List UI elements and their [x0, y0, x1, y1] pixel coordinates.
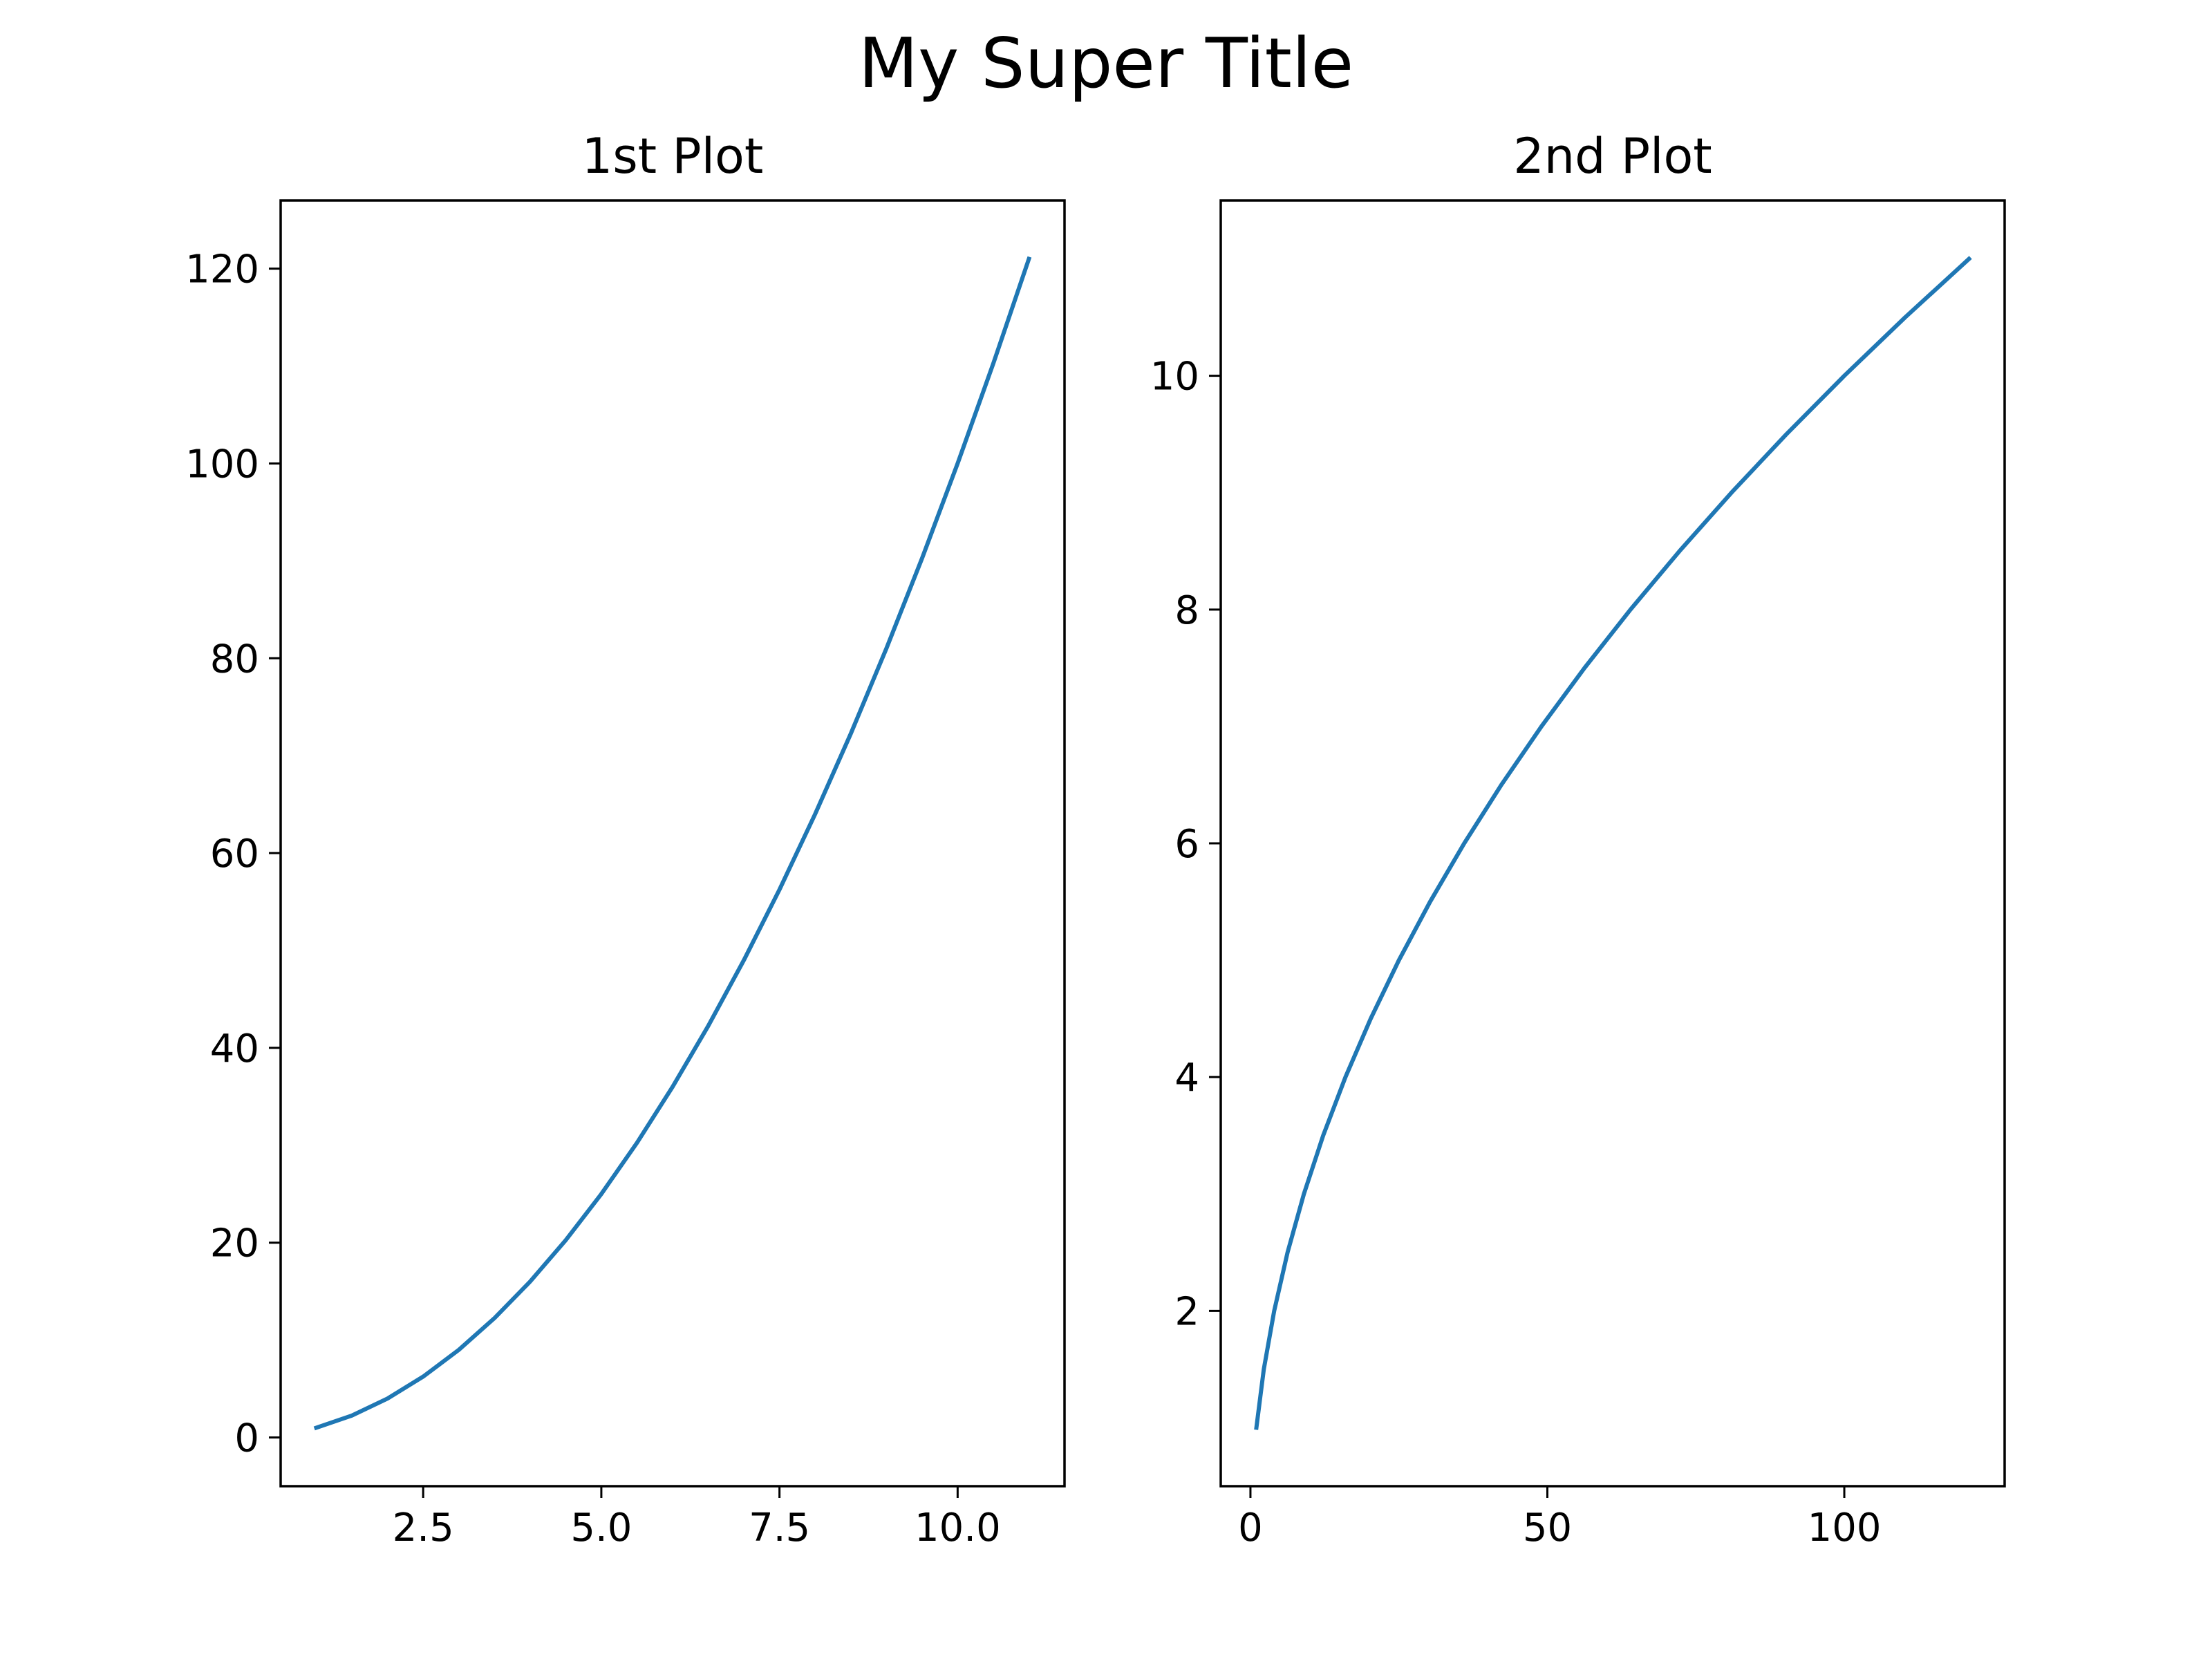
figure-suptitle: My Super Title: [859, 23, 1353, 104]
y-tick-label: 60: [210, 832, 259, 877]
y-tick-label: 4: [1174, 1056, 1199, 1100]
subplot-1-frame: [279, 199, 1066, 1488]
subplot-1-series-line: [313, 256, 1032, 1431]
x-tick-label: 7.5: [749, 1506, 810, 1550]
x-tick-label: 5.0: [570, 1506, 632, 1550]
subplot-2: 2nd Plot 0 50 100 2 4 6 8 10: [1150, 128, 2006, 1550]
x-tick-label: 100: [1808, 1506, 1882, 1550]
y-tick-label: 20: [210, 1221, 259, 1266]
y-tick-label: 10: [1150, 355, 1199, 400]
y-tick-label: 0: [234, 1416, 259, 1461]
subplot-2-frame: [1219, 199, 2006, 1488]
subplot-2-title: 2nd Plot: [1513, 128, 1712, 185]
x-tick-label: 0: [1238, 1506, 1263, 1550]
subplot-2-series-line: [1254, 256, 1972, 1430]
subplot-1: 1st Plot 2.5 5.0 7.5 10.0 0 20 40 60 80 100 120: [185, 128, 1066, 1550]
x-tick-label: 50: [1523, 1506, 1572, 1550]
y-tick-label: 120: [185, 247, 259, 292]
y-tick-label: 2: [1174, 1289, 1199, 1334]
y-tick-label: 8: [1174, 588, 1199, 633]
subplot-1-title: 1st Plot: [582, 128, 764, 185]
y-tick-label: 6: [1174, 822, 1199, 867]
y-tick-label: 100: [185, 442, 259, 487]
x-tick-label: 2.5: [393, 1506, 454, 1550]
x-tick-label: 10.0: [915, 1506, 1001, 1550]
y-tick-label: 40: [210, 1027, 259, 1071]
y-tick-label: 80: [210, 637, 259, 682]
